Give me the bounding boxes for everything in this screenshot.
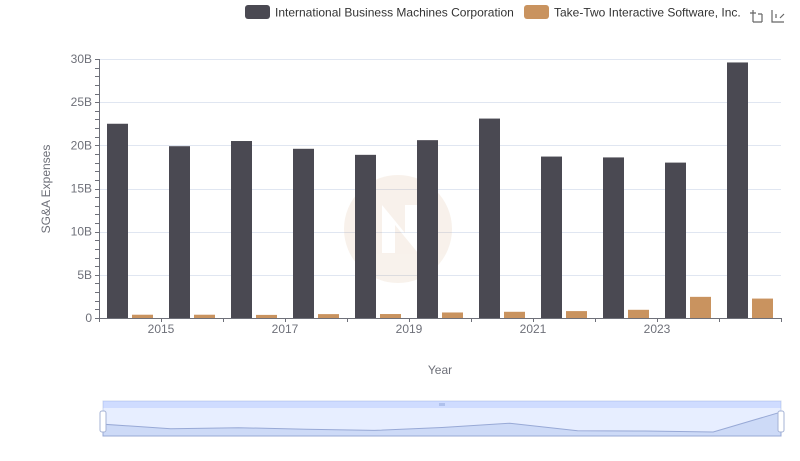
y-tick-label: 30B — [71, 52, 92, 66]
y-tick-label: 0 — [85, 311, 92, 325]
bar-take-two — [318, 314, 339, 318]
y-tick-labels: 0 5B 10B 15B 20B 25B 30B — [71, 52, 93, 325]
slider-handle-right[interactable] — [777, 410, 785, 433]
bar-ibm — [727, 62, 748, 318]
x-ticks — [99, 318, 782, 322]
legend-swatch-take-two — [524, 5, 549, 19]
bar-ibm — [231, 141, 252, 318]
bar-take-two — [256, 314, 277, 318]
bar-ibm — [169, 146, 190, 318]
zoom-reset-icon[interactable] — [771, 10, 785, 23]
data-zoom-slider[interactable] — [99, 400, 785, 437]
legend-label-take-two: Take-Two Interactive Software, Inc. — [554, 6, 741, 20]
slider-preview-series — [102, 411, 782, 437]
bar-take-two — [690, 296, 711, 318]
bar-take-two — [752, 298, 773, 318]
x-tick-label: 2017 — [272, 322, 299, 336]
legend: International Business Machines Corporat… — [245, 5, 741, 20]
legend-swatch-ibm — [245, 5, 270, 19]
bar-ibm — [603, 157, 624, 318]
legend-label-ibm: International Business Machines Corporat… — [275, 6, 514, 20]
y-tick-label: 10B — [71, 225, 92, 239]
zoom-icon[interactable] — [749, 9, 763, 23]
y-minor-ticks — [95, 59, 99, 319]
bar-take-two — [132, 314, 153, 318]
bar-ibm — [541, 156, 562, 318]
bar-ibm — [355, 154, 376, 318]
bar-take-two — [504, 311, 525, 318]
x-tick-labels: 2015 2017 2019 2021 2023 — [148, 322, 671, 336]
x-tick-label: 2021 — [520, 322, 547, 336]
bar-ibm — [479, 118, 500, 318]
bar-ibm — [665, 162, 686, 318]
bar-take-two — [442, 312, 463, 318]
slider-handle-left[interactable] — [99, 410, 107, 433]
slider-selected-range[interactable] — [103, 401, 781, 436]
y-tick-label: 5B — [77, 268, 92, 282]
bar-take-two — [194, 314, 215, 318]
bar-take-two — [628, 309, 649, 318]
legend-item-ibm[interactable]: International Business Machines Corporat… — [245, 5, 514, 20]
y-tick-label: 20B — [71, 138, 92, 152]
y-tick-label: 25B — [71, 95, 92, 109]
y-axis-title: SG&A Expenses — [39, 145, 53, 234]
x-tick-label: 2023 — [644, 322, 671, 336]
bar-ibm — [293, 148, 314, 318]
slider-drag-grip-icon[interactable] — [439, 403, 445, 406]
legend-item-take-two[interactable]: Take-Two Interactive Software, Inc. — [524, 5, 741, 20]
bar-take-two — [380, 314, 401, 318]
bar-ibm — [107, 123, 128, 318]
x-axis-title: Year — [428, 363, 452, 377]
y-tick-label: 15B — [71, 182, 92, 196]
x-tick-label: 2015 — [148, 322, 175, 336]
bars — [107, 62, 773, 318]
bar-ibm — [417, 140, 438, 318]
bar-take-two — [566, 311, 587, 318]
x-tick-label: 2019 — [396, 322, 423, 336]
